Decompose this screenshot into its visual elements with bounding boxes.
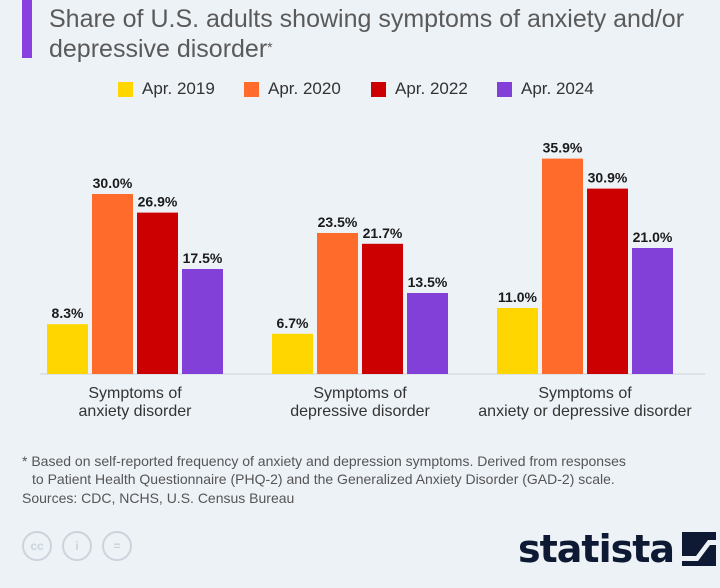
legend: Apr. 2019 Apr. 2020 Apr. 2022 Apr. 2024 bbox=[0, 78, 720, 100]
data-label: 30.0% bbox=[93, 175, 133, 191]
category-label: anxiety or depressive disorder bbox=[478, 403, 692, 420]
bar-apr-2024-3 bbox=[632, 248, 673, 374]
legend-label: Apr. 2022 bbox=[395, 79, 468, 98]
data-label: 30.9% bbox=[588, 170, 628, 186]
attribution-icon[interactable]: i bbox=[62, 531, 92, 561]
category-label: Symptoms of bbox=[538, 385, 632, 402]
title-accent-bar bbox=[22, 0, 32, 58]
bar-apr-2024-2 bbox=[407, 293, 448, 374]
data-label: 13.5% bbox=[408, 274, 448, 290]
category-label: Symptoms of bbox=[88, 385, 182, 402]
data-label: 23.5% bbox=[318, 214, 358, 230]
data-label: 11.0% bbox=[498, 289, 537, 305]
cc-icon[interactable]: cc bbox=[22, 531, 52, 561]
bar-apr-2024-1 bbox=[182, 269, 223, 374]
data-label: 35.9% bbox=[543, 140, 583, 156]
legend-label: Apr. 2019 bbox=[142, 79, 215, 98]
bar-apr-2020-2 bbox=[317, 233, 358, 374]
category-label: depressive disorder bbox=[290, 403, 430, 420]
footnote-line-2: to Patient Health Questionnaire (PHQ-2) … bbox=[32, 471, 615, 487]
statista-logo-icon bbox=[682, 532, 717, 566]
legend-item-2024: Apr. 2024 bbox=[497, 78, 594, 100]
legend-swatch bbox=[244, 81, 259, 97]
sources: Sources: CDC, NCHS, U.S. Census Bureau bbox=[22, 490, 295, 506]
bar-apr-2022-2 bbox=[362, 243, 403, 374]
brand-name: statista bbox=[518, 527, 675, 571]
license-icons: cc i = bbox=[22, 531, 132, 561]
bar-apr-2019-3 bbox=[497, 308, 538, 374]
no-derivatives-icon[interactable]: = bbox=[102, 531, 132, 561]
data-label: 6.7% bbox=[277, 315, 309, 331]
bar-apr-2019-1 bbox=[47, 324, 88, 374]
legend-item-2022: Apr. 2022 bbox=[371, 78, 468, 100]
bar-apr-2022-3 bbox=[587, 188, 628, 374]
legend-swatch bbox=[371, 81, 386, 97]
legend-swatch bbox=[118, 81, 133, 97]
data-label: 17.5% bbox=[183, 250, 223, 266]
data-label: 8.3% bbox=[52, 305, 84, 321]
bar-apr-2020-3 bbox=[542, 158, 583, 374]
legend-item-2019: Apr. 2019 bbox=[118, 78, 215, 100]
data-label: 21.7% bbox=[363, 225, 403, 241]
data-label: 21.0% bbox=[633, 229, 673, 245]
legend-label: Apr. 2020 bbox=[268, 79, 341, 98]
data-label: 26.9% bbox=[138, 194, 178, 210]
footnote: * Based on self-reported frequency of an… bbox=[22, 452, 712, 488]
chart-title: Share of U.S. adults showing symptoms of… bbox=[49, 5, 685, 63]
legend-swatch bbox=[497, 81, 512, 97]
bar-apr-2022-1 bbox=[137, 212, 178, 374]
statista-logo[interactable]: statista bbox=[518, 527, 717, 571]
footnote-line-1: * Based on self-reported frequency of an… bbox=[22, 453, 626, 469]
legend-label: Apr. 2024 bbox=[521, 79, 594, 98]
legend-item-2020: Apr. 2020 bbox=[244, 78, 341, 100]
bar-apr-2019-2 bbox=[272, 333, 313, 374]
category-label: Symptoms of bbox=[313, 385, 407, 402]
bar-apr-2020-1 bbox=[92, 194, 133, 374]
category-label: anxiety disorder bbox=[79, 403, 193, 420]
